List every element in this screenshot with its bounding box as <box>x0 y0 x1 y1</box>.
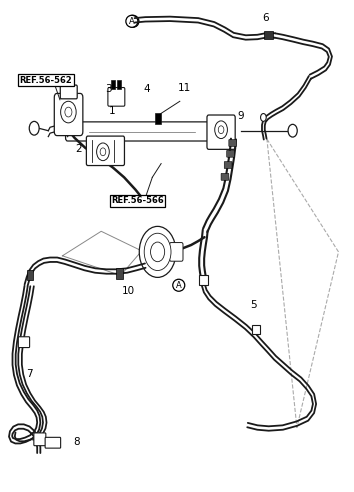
FancyBboxPatch shape <box>111 80 115 90</box>
FancyBboxPatch shape <box>117 80 121 90</box>
FancyBboxPatch shape <box>170 243 183 261</box>
Circle shape <box>288 124 297 137</box>
Text: 2: 2 <box>75 144 81 154</box>
FancyBboxPatch shape <box>199 275 208 285</box>
Text: 6: 6 <box>263 13 269 23</box>
Circle shape <box>150 242 165 262</box>
FancyBboxPatch shape <box>229 140 236 147</box>
FancyBboxPatch shape <box>264 31 273 39</box>
Text: 5: 5 <box>251 300 257 310</box>
FancyBboxPatch shape <box>207 115 235 150</box>
Text: 1: 1 <box>108 106 115 116</box>
Text: 7: 7 <box>26 369 33 378</box>
Text: REF.56-562: REF.56-562 <box>19 76 72 85</box>
Text: 10: 10 <box>122 286 135 296</box>
Text: 9: 9 <box>238 112 245 122</box>
FancyBboxPatch shape <box>54 93 83 136</box>
Circle shape <box>97 143 109 160</box>
Circle shape <box>261 114 266 122</box>
Circle shape <box>139 226 176 277</box>
FancyBboxPatch shape <box>224 161 232 168</box>
FancyBboxPatch shape <box>18 337 30 347</box>
FancyBboxPatch shape <box>221 173 229 180</box>
FancyBboxPatch shape <box>65 122 222 141</box>
FancyBboxPatch shape <box>27 270 33 280</box>
FancyBboxPatch shape <box>116 268 123 279</box>
Circle shape <box>29 122 39 135</box>
Circle shape <box>144 233 171 271</box>
Text: A: A <box>176 281 182 290</box>
FancyBboxPatch shape <box>86 136 125 165</box>
Text: 4: 4 <box>144 84 150 94</box>
Circle shape <box>61 101 76 123</box>
Circle shape <box>218 126 224 134</box>
FancyBboxPatch shape <box>252 325 260 334</box>
FancyBboxPatch shape <box>34 433 46 446</box>
Text: REF.56-566: REF.56-566 <box>111 196 164 205</box>
Circle shape <box>100 148 106 156</box>
Text: 11: 11 <box>177 83 191 93</box>
Text: 3: 3 <box>105 84 112 94</box>
FancyBboxPatch shape <box>227 151 234 157</box>
Circle shape <box>65 107 72 117</box>
FancyBboxPatch shape <box>108 88 125 106</box>
FancyBboxPatch shape <box>60 85 77 99</box>
Text: 8: 8 <box>73 437 80 447</box>
FancyBboxPatch shape <box>45 437 61 448</box>
Text: A: A <box>130 17 136 26</box>
FancyBboxPatch shape <box>155 113 161 124</box>
Text: A: A <box>129 17 135 26</box>
Circle shape <box>215 121 227 139</box>
